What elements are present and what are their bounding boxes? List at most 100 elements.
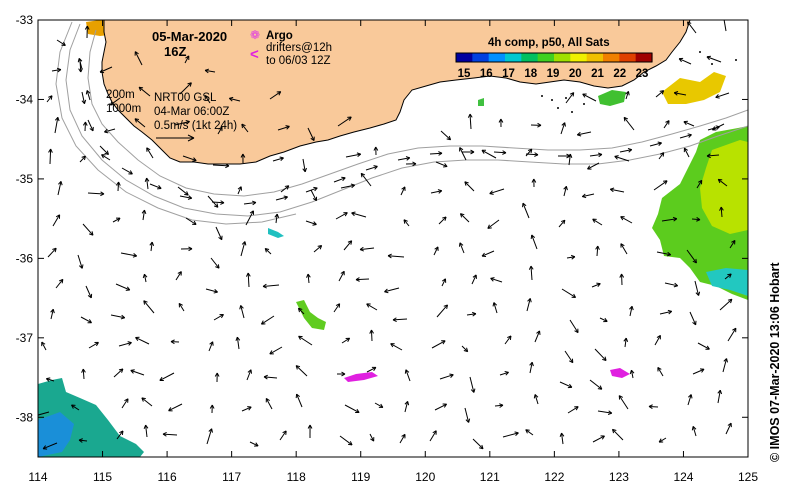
current-arrow <box>351 211 367 218</box>
current-arrow <box>115 283 131 291</box>
drifter-icon: < <box>250 46 259 63</box>
current-arrow <box>47 247 57 258</box>
current-arrow <box>715 92 730 99</box>
current-arrow <box>686 249 697 264</box>
current-arrow <box>149 241 155 252</box>
colorbar-swatch <box>505 53 522 62</box>
current-arrow <box>405 161 417 167</box>
current-arrow <box>168 403 183 412</box>
current-arrow <box>56 39 66 46</box>
current-arrow <box>493 150 507 155</box>
current-arrow <box>305 220 317 226</box>
current-arrow <box>81 368 86 380</box>
colorbar-title: 4h comp, p50, All Sats <box>488 37 610 49</box>
current-arrow <box>46 95 53 103</box>
current-arrow <box>120 252 138 258</box>
current-arrow <box>162 431 178 437</box>
current-arrow <box>241 123 249 133</box>
current-arrow <box>648 404 659 410</box>
argo-label: Argo <box>266 30 293 42</box>
current-arrow <box>530 122 542 128</box>
colorbar-border <box>455 52 653 63</box>
colorbar-swatch <box>619 53 637 62</box>
current-arrow <box>366 303 378 311</box>
current-arrow <box>620 243 628 255</box>
coastal-dots <box>541 51 737 113</box>
current-arrow <box>623 337 629 348</box>
current-arrow <box>341 337 351 344</box>
colorbar-tick-label: 20 <box>569 68 582 80</box>
colorbar-tick-label: 17 <box>502 68 515 80</box>
credit-text: © IMOS 07-Mar-2020 13:06 Hobart <box>768 262 782 462</box>
current-arrow <box>459 147 467 161</box>
current-arrow <box>587 162 600 170</box>
isobath-1000m-label: 1000m <box>106 103 141 115</box>
current-arrow <box>55 278 64 289</box>
current-arrow <box>298 335 313 346</box>
date-title: 05-Mar-2020 <box>152 29 227 44</box>
x-tick-label: 122 <box>544 470 564 484</box>
current-arrow <box>729 240 736 249</box>
current-arrow <box>359 246 375 252</box>
sst-patch-northeast-yellow <box>662 72 726 104</box>
current-arrow <box>696 179 703 189</box>
colorbar-swatch <box>521 53 539 62</box>
current-arrow <box>208 341 214 352</box>
current-arrow <box>84 25 90 39</box>
current-arrow <box>404 400 410 413</box>
current-arrow <box>429 151 443 156</box>
current-arrow <box>134 118 146 128</box>
current-arrow <box>130 369 145 376</box>
current-arrow <box>664 282 679 288</box>
current-arrow <box>269 91 282 100</box>
current-arrow <box>611 428 624 441</box>
y-tick-label: -33 <box>16 13 34 27</box>
current-arrow <box>691 426 697 437</box>
current-arrow <box>344 404 360 414</box>
current-arrow <box>116 181 121 192</box>
coastal-dot <box>541 95 543 97</box>
current-arrow <box>264 247 272 255</box>
current-arrow <box>629 305 634 317</box>
x-tick-label: 123 <box>609 470 629 484</box>
current-arrow <box>623 116 635 131</box>
x-axis: 114 115 116 117 118 119 120 121 122 123 124 125 <box>28 20 758 484</box>
y-tick-label: -38 <box>16 410 34 424</box>
isobath-lines <box>55 21 748 225</box>
current-arrow <box>707 125 720 131</box>
current-arrow <box>525 429 534 436</box>
current-arrow <box>135 336 150 345</box>
current-arrow <box>392 317 408 323</box>
current-arrow <box>706 153 720 159</box>
colorbar-swatch <box>603 53 620 62</box>
current-arrow <box>581 193 595 199</box>
current-arrow <box>403 219 410 227</box>
current-arrow <box>620 216 633 224</box>
current-arrow <box>307 424 313 439</box>
current-arrow <box>275 195 288 201</box>
current-arrow <box>459 213 470 223</box>
current-arrow <box>138 86 151 97</box>
current-arrow <box>340 183 356 189</box>
current-arrow <box>146 147 154 159</box>
current-arrow <box>265 398 273 410</box>
sst-patch-east-cyan <box>706 268 748 296</box>
x-tick-label: 116 <box>158 470 177 484</box>
current-arrow <box>313 245 323 253</box>
current-arrow <box>629 369 635 379</box>
colorbar-tick-label: 18 <box>524 68 537 80</box>
current-arrow <box>727 327 737 342</box>
current-arrow <box>369 433 375 442</box>
current-arrow <box>243 200 257 206</box>
current-arrow <box>228 96 241 102</box>
current-arrow <box>390 343 403 351</box>
coastal-dot <box>565 97 567 99</box>
current-arrow <box>687 394 693 406</box>
colorbar-swatch <box>586 53 604 62</box>
y-tick-label: -37 <box>16 331 34 345</box>
current-arrow <box>206 428 213 445</box>
current-arrow <box>489 188 505 195</box>
current-arrow <box>360 172 372 187</box>
current-arrow <box>204 95 211 104</box>
current-arrow <box>277 125 290 131</box>
